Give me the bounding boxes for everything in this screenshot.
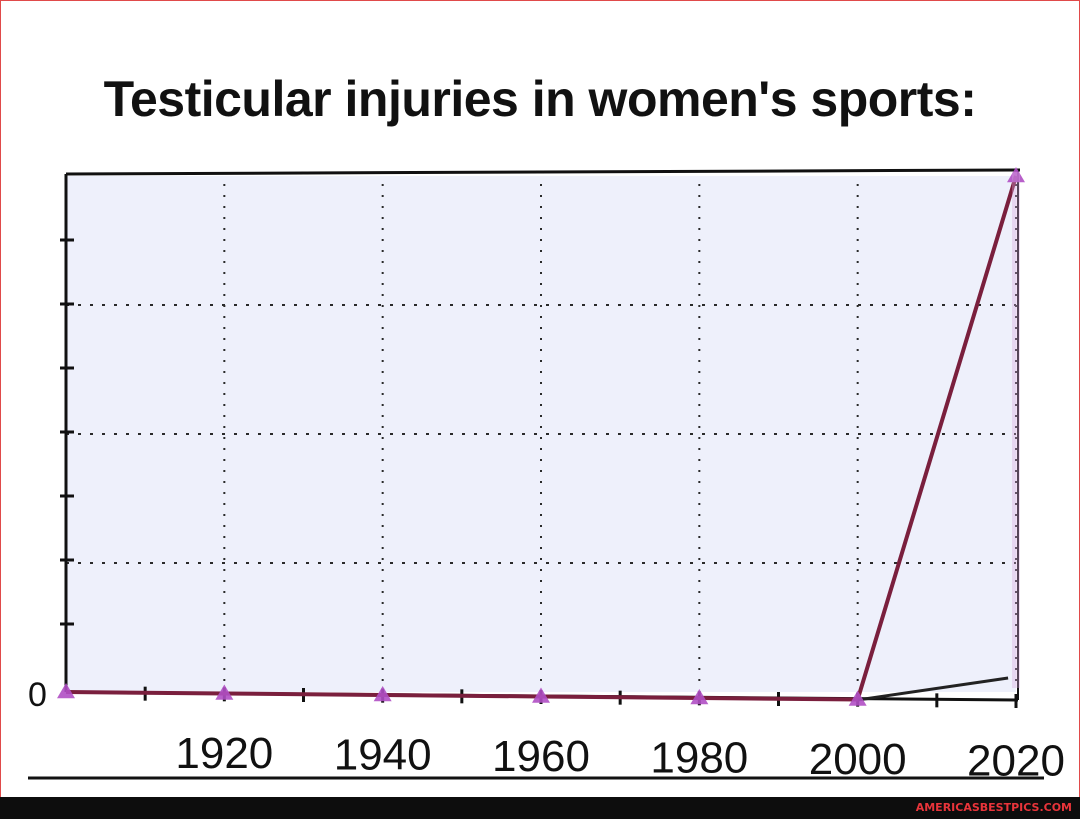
data-point-marker — [1007, 167, 1025, 183]
data-point-marker — [532, 687, 550, 703]
y-tick-label-zero: 0 — [28, 676, 47, 714]
x-tick-label: 2000 — [809, 735, 907, 784]
plot-top-border — [65, 168, 1021, 176]
data-point-marker — [690, 689, 709, 705]
footer-bar: AMERICASBESTPICS.COM — [0, 797, 1080, 819]
data-point-marker — [57, 683, 75, 699]
data-point-marker — [848, 690, 867, 706]
series-ramp — [857, 676, 1009, 702]
x-tick-label: 1920 — [175, 729, 273, 778]
data-point-marker — [373, 686, 392, 702]
spike-glow — [1012, 172, 1020, 688]
chart-title: Testicular injuries in women's sports: — [103, 71, 977, 127]
watermark: AMERICASBESTPICS.COM — [915, 801, 1072, 814]
x-tick-label: 1940 — [334, 731, 432, 780]
x-tick-label: 1960 — [492, 732, 590, 781]
data-point-marker — [215, 684, 234, 700]
x-tick-label: 1980 — [650, 734, 748, 783]
